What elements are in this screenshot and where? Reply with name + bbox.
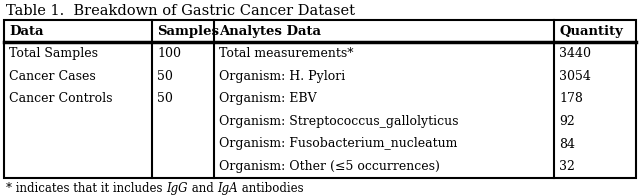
Bar: [4, 20, 636, 178]
Text: Samples: Samples: [157, 24, 219, 37]
Text: Organism: Other (≤5 occurrences): Organism: Other (≤5 occurrences): [219, 160, 440, 173]
Text: 92: 92: [559, 115, 575, 128]
Text: 50: 50: [157, 70, 173, 83]
Text: Total measurements*: Total measurements*: [219, 47, 353, 60]
Text: Quantity: Quantity: [559, 24, 623, 37]
Text: 32: 32: [559, 160, 575, 173]
Text: 3054: 3054: [559, 70, 591, 83]
Text: Organism: H. Pylori: Organism: H. Pylori: [219, 70, 345, 83]
Text: IgG: IgG: [166, 182, 188, 195]
Text: * indicates that it includes: * indicates that it includes: [6, 182, 166, 195]
Text: 3440: 3440: [559, 47, 591, 60]
Text: Cancer Controls: Cancer Controls: [9, 92, 113, 105]
Text: Table 1.  Breakdown of Gastric Cancer Dataset: Table 1. Breakdown of Gastric Cancer Dat…: [6, 4, 355, 18]
Text: Organism: EBV: Organism: EBV: [219, 92, 317, 105]
Text: Total Samples: Total Samples: [9, 47, 98, 60]
Text: Organism: Streptococcus_gallolyticus: Organism: Streptococcus_gallolyticus: [219, 115, 458, 128]
Text: 178: 178: [559, 92, 583, 105]
Text: and: and: [188, 182, 217, 195]
Text: Organism: Fusobacterium_nucleatum: Organism: Fusobacterium_nucleatum: [219, 138, 458, 151]
Text: Data: Data: [9, 24, 44, 37]
Text: Analytes Data: Analytes Data: [219, 24, 321, 37]
Text: 50: 50: [157, 92, 173, 105]
Text: IgA: IgA: [217, 182, 238, 195]
Text: antibodies: antibodies: [238, 182, 303, 195]
Text: 100: 100: [157, 47, 181, 60]
Text: 84: 84: [559, 138, 575, 151]
Text: Cancer Cases: Cancer Cases: [9, 70, 96, 83]
